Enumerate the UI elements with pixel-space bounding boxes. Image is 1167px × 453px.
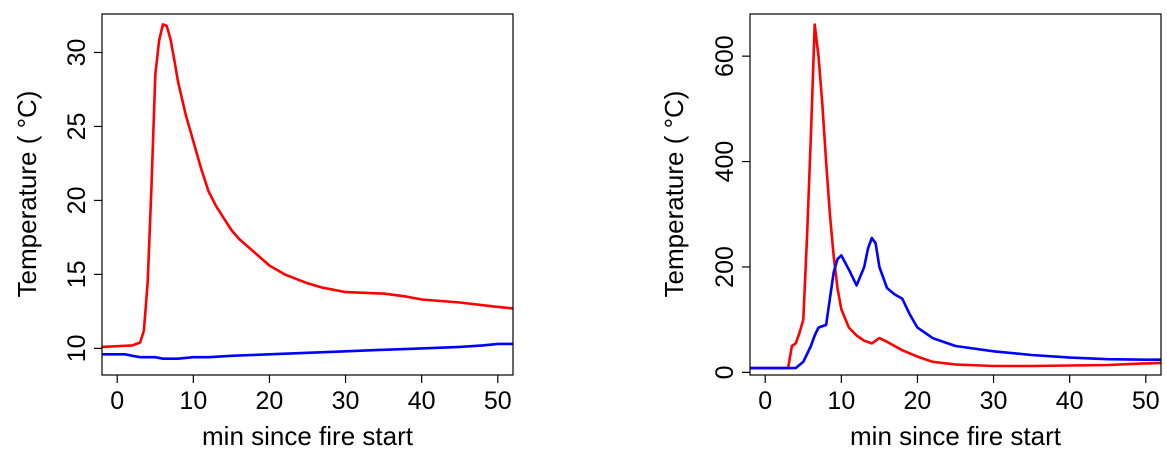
y-tick-label: 25 (63, 113, 91, 141)
x-tick-label: 30 (332, 387, 360, 415)
y-tick-label: 0 (711, 365, 739, 379)
y-tick-label: 20 (63, 187, 91, 215)
x-tick-label: 40 (408, 387, 436, 415)
x-tick-label: 50 (1132, 387, 1160, 415)
chart-2: 0 10 20 30 40 50 0 200 400 600 min since fire star… (659, 13, 1162, 451)
series-line-1 (102, 23, 513, 349)
x-axis-label: min since fire start (850, 421, 1062, 451)
series-line-1 (750, 23, 1161, 370)
x-tick-label: 10 (179, 387, 207, 415)
plot-frame (101, 13, 514, 376)
x-tick-label: 20 (256, 387, 284, 415)
x-tick-label: 0 (758, 387, 772, 415)
x-tick-label: 50 (484, 387, 512, 415)
y-axis-label: Temperature ( °C) (659, 91, 689, 298)
chart-1: 0 10 20 30 40 50 10 15 20 25 30 min since fire star… (12, 13, 514, 451)
x-axis-label: min since fire start (202, 421, 414, 451)
plot-frame (749, 13, 1162, 376)
x-tick-label: 10 (827, 387, 855, 415)
series-line-2 (750, 236, 1161, 370)
x-tick-label: 0 (110, 387, 124, 415)
y-tick-label: 400 (711, 141, 739, 183)
y-tick-label: 600 (711, 35, 739, 77)
x-tick-label: 30 (980, 387, 1008, 415)
series-line-2 (102, 342, 513, 360)
y-axis-label: Temperature ( °C) (12, 91, 42, 298)
x-tick-label: 40 (1056, 387, 1084, 415)
y-tick-label: 10 (63, 334, 91, 362)
x-tick-label: 20 (904, 387, 932, 415)
y-tick-label: 200 (711, 246, 739, 288)
y-tick-label: 30 (63, 39, 91, 67)
y-tick-label: 15 (63, 260, 91, 288)
